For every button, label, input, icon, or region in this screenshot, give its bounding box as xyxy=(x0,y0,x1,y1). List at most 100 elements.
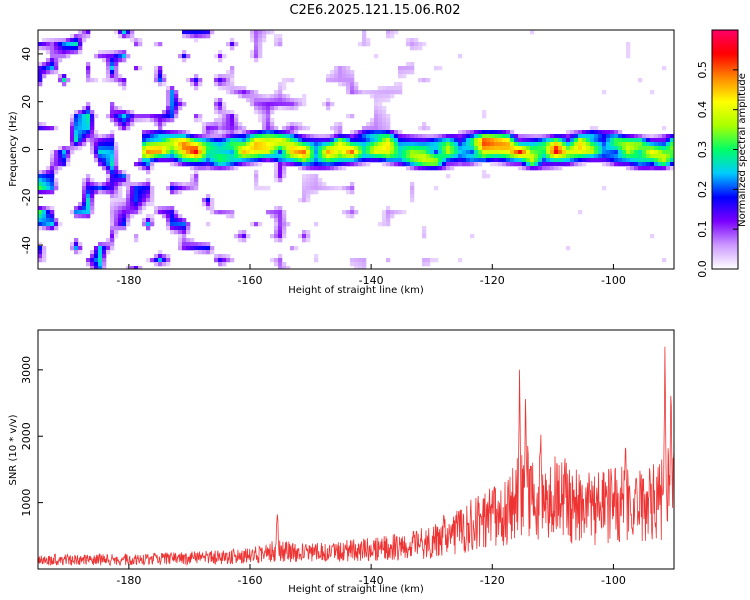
heatmap-cell xyxy=(214,150,219,155)
heatmap-cell xyxy=(582,138,587,143)
heatmap-cell xyxy=(574,134,579,139)
heatmap-cell xyxy=(126,222,131,227)
heatmap-cell xyxy=(98,138,103,143)
heatmap-cell xyxy=(550,134,555,139)
heatmap-cell xyxy=(306,174,311,179)
heatmap-cell xyxy=(146,170,151,175)
heatmap-cell xyxy=(434,138,439,143)
heatmap-cell xyxy=(170,142,175,147)
heatmap-cell xyxy=(146,218,151,223)
heatmap-cell xyxy=(410,134,415,139)
heatmap-cell xyxy=(178,234,183,239)
heatmap-cell xyxy=(98,190,103,195)
heatmap-cell xyxy=(538,138,543,143)
heatmap-cell xyxy=(406,62,411,67)
heatmap-cell xyxy=(206,126,211,131)
heatmap-cell xyxy=(94,182,99,187)
heatmap-cell xyxy=(98,162,103,167)
heatmap-cell xyxy=(126,174,131,179)
heatmap-cell xyxy=(582,162,587,167)
heatmap-cell xyxy=(206,158,211,163)
heatmap-cell xyxy=(62,82,67,87)
heatmap-cell xyxy=(158,154,163,159)
heatmap-cell xyxy=(454,134,459,139)
heatmap-cell xyxy=(530,158,535,163)
heatmap-cell xyxy=(434,142,439,147)
heatmap-cell xyxy=(166,186,171,191)
heatmap-cell xyxy=(194,38,199,43)
heatmap-cell xyxy=(618,142,623,147)
heatmap-cell xyxy=(238,234,243,239)
heatmap-cell xyxy=(86,78,91,83)
heatmap-cell xyxy=(306,154,311,159)
heatmap-cell xyxy=(42,178,47,183)
heatmap-cell xyxy=(250,150,255,155)
heatmap-cell xyxy=(350,86,355,91)
heatmap-cell xyxy=(310,162,315,167)
heatmap-cell xyxy=(98,254,103,259)
heatmap-cell xyxy=(186,138,191,143)
heatmap-cell xyxy=(270,142,275,147)
heatmap-cell xyxy=(86,66,91,71)
heatmap-cell xyxy=(98,186,103,191)
heatmap-cell xyxy=(258,114,263,119)
heatmap-cell xyxy=(170,138,175,143)
heatmap-cell xyxy=(62,150,67,155)
heatmap-cell xyxy=(86,114,91,119)
heatmap-cell xyxy=(134,194,139,199)
heatmap-cell xyxy=(478,154,483,159)
heatmap-cell xyxy=(614,154,619,159)
heatmap-cell xyxy=(242,234,247,239)
heatmap-cell xyxy=(38,46,43,51)
heatmap-cell xyxy=(58,58,63,63)
heatmap-cell xyxy=(622,142,627,147)
heatmap-cell xyxy=(166,130,171,135)
heatmap-cell xyxy=(218,158,223,163)
heatmap-cell xyxy=(86,182,91,187)
heatmap-cell xyxy=(422,234,427,239)
heatmap-cell xyxy=(38,170,43,175)
heatmap-cell xyxy=(46,42,51,47)
heatmap-cell xyxy=(178,134,183,139)
heatmap-cell xyxy=(370,150,375,155)
heatmap-cell xyxy=(62,154,67,159)
heatmap-cell xyxy=(222,74,227,79)
heatmap-cell xyxy=(102,78,107,83)
heatmap-cell xyxy=(70,150,75,155)
heatmap-cell xyxy=(282,162,287,167)
heatmap-cell xyxy=(214,126,219,131)
heatmap-cell xyxy=(534,162,539,167)
heatmap-cell xyxy=(266,94,271,99)
heatmap-cell xyxy=(538,150,543,155)
heatmap-cell xyxy=(338,150,343,155)
heatmap-cell xyxy=(502,162,507,167)
heatmap-cell xyxy=(530,146,535,151)
heatmap-cell xyxy=(94,186,99,191)
heatmap-cell xyxy=(58,222,63,227)
heatmap-cell xyxy=(658,138,663,143)
heatmap-cell xyxy=(282,130,287,135)
heatmap-cell xyxy=(214,158,219,163)
heatmap-cell xyxy=(382,90,387,95)
heatmap-cell xyxy=(206,122,211,127)
heatmap-cell xyxy=(110,174,115,179)
heatmap-cell xyxy=(322,102,327,107)
heatmap-cell xyxy=(282,222,287,227)
heatmap-cell xyxy=(326,98,331,103)
heatmap-cell xyxy=(378,138,383,143)
heatmap-cell xyxy=(530,166,535,171)
heatmap-cell xyxy=(434,162,439,167)
heatmap-cell xyxy=(654,150,659,155)
heatmap-cell xyxy=(382,98,387,103)
heatmap-cell xyxy=(486,174,491,179)
heatmap-cell xyxy=(154,66,159,71)
heatmap-cell xyxy=(558,138,563,143)
heatmap-cell xyxy=(50,222,55,227)
heatmap-cell xyxy=(490,138,495,143)
heatmap-cell xyxy=(174,182,179,187)
heatmap-cell xyxy=(322,158,327,163)
heatmap-cell xyxy=(114,226,119,231)
heatmap-cell xyxy=(122,218,127,223)
heatmap-cell xyxy=(402,150,407,155)
heatmap-cell xyxy=(54,154,59,159)
